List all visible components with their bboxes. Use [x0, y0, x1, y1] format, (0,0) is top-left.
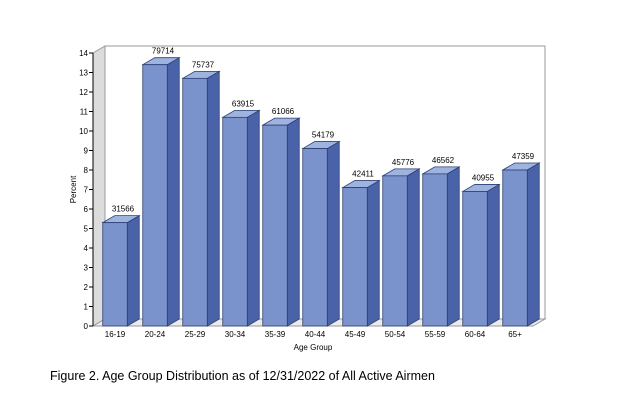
y-tick-label: 14: [79, 49, 88, 58]
y-tick-label: 0: [84, 322, 89, 331]
x-tick-label: 35-39: [265, 330, 286, 339]
bar-side: [366, 179, 380, 327]
bar-side: [406, 168, 420, 327]
y-tick-label: 10: [79, 127, 88, 136]
bar: [502, 169, 528, 327]
bar-side: [246, 109, 260, 327]
bar: [222, 116, 248, 327]
bar-chart: 01234567891011121314Percent3156616-19797…: [69, 45, 547, 352]
y-axis-label: Percent: [69, 175, 78, 203]
bar-side: [326, 140, 340, 327]
x-tick-label: 40-44: [305, 330, 326, 339]
bar-side: [126, 214, 140, 327]
data-label: 54179: [312, 131, 335, 140]
x-tick-label: 25-29: [185, 330, 206, 339]
bar: [342, 187, 368, 327]
bar: [102, 222, 128, 327]
y-tick-label: 7: [84, 186, 89, 195]
bar: [462, 191, 488, 327]
x-tick-label: 60-64: [465, 330, 486, 339]
bar: [422, 173, 448, 327]
data-label: 63915: [232, 99, 255, 108]
x-tick-label: 16-19: [105, 330, 126, 339]
x-tick-label: 50-54: [385, 330, 406, 339]
x-tick-label: 45-49: [345, 330, 366, 339]
data-label: 40955: [472, 173, 495, 182]
x-tick-label: 55-59: [425, 330, 446, 339]
y-tick-label: 12: [79, 88, 88, 97]
bar-side: [526, 162, 540, 327]
y-tick-label: 8: [84, 166, 89, 175]
figure-caption: Figure 2. Age Group Distribution as of 1…: [50, 369, 435, 383]
bar: [302, 148, 328, 327]
y-tick-label: 13: [79, 69, 88, 78]
bar-side: [206, 70, 220, 327]
y-tick-label: 5: [84, 225, 89, 234]
data-label: 47359: [512, 152, 535, 161]
y-tick-label: 3: [84, 264, 89, 273]
x-tick-label: 20-24: [145, 330, 166, 339]
data-label: 42411: [352, 170, 374, 179]
bar: [182, 77, 208, 327]
bar: [382, 175, 408, 327]
x-tick-label: 65+: [508, 330, 522, 339]
x-tick-label: 30-34: [225, 330, 246, 339]
y-tick-label: 6: [84, 205, 89, 214]
y-tick-label: 4: [84, 244, 89, 253]
y-tick-label: 1: [84, 303, 89, 312]
data-label: 61066: [272, 107, 295, 116]
bar-side: [486, 183, 500, 327]
y-tick-label: 11: [80, 108, 89, 117]
x-axis-label: Age Group: [294, 343, 333, 352]
bar-side: [166, 57, 180, 327]
y-tick-label: 9: [84, 147, 89, 156]
bar-side: [446, 166, 460, 327]
bar: [142, 64, 168, 327]
y-tick-label: 2: [84, 283, 89, 292]
bar: [262, 124, 288, 327]
data-label: 46562: [432, 156, 455, 165]
data-label: 45776: [392, 158, 415, 167]
data-label: 31566: [112, 205, 135, 214]
data-label: 79714: [152, 47, 175, 56]
data-label: 75737: [192, 60, 215, 69]
bar-side: [286, 117, 300, 327]
